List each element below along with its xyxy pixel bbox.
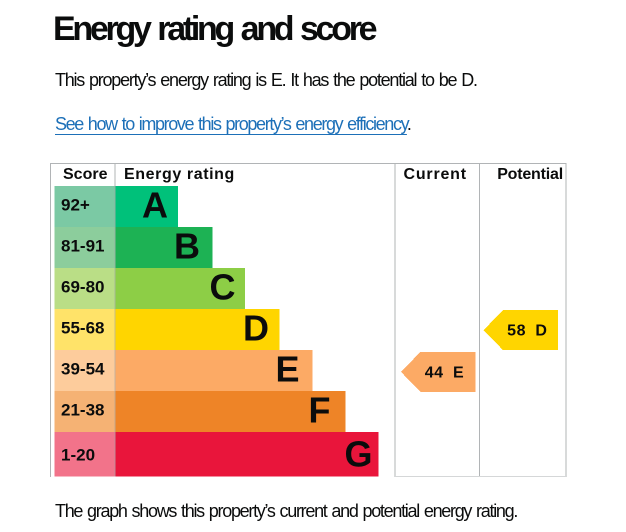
svg-text:Score: Score [63, 166, 108, 183]
svg-text:92+: 92+ [61, 196, 90, 215]
svg-text:44: 44 [425, 365, 444, 382]
svg-text:D: D [535, 323, 547, 340]
svg-text:F: F [309, 389, 331, 430]
svg-text:B: B [174, 225, 200, 266]
svg-text:Current: Current [404, 166, 467, 183]
svg-text:C: C [210, 266, 236, 307]
svg-text:Energy rating: Energy rating [124, 166, 235, 183]
svg-text:39-54: 39-54 [61, 360, 105, 379]
svg-text:E: E [453, 365, 464, 382]
svg-text:1-20: 1-20 [61, 446, 95, 465]
svg-text:58: 58 [507, 323, 526, 340]
svg-text:81-91: 81-91 [61, 237, 104, 256]
svg-text:55-68: 55-68 [61, 319, 104, 338]
svg-text:D: D [243, 307, 269, 348]
svg-text:21-38: 21-38 [61, 401, 104, 420]
svg-text:A: A [142, 184, 168, 225]
svg-text:69-80: 69-80 [61, 278, 104, 297]
svg-text:E: E [276, 348, 300, 389]
svg-text:G: G [345, 433, 373, 474]
svg-text:Potential: Potential [497, 166, 563, 183]
